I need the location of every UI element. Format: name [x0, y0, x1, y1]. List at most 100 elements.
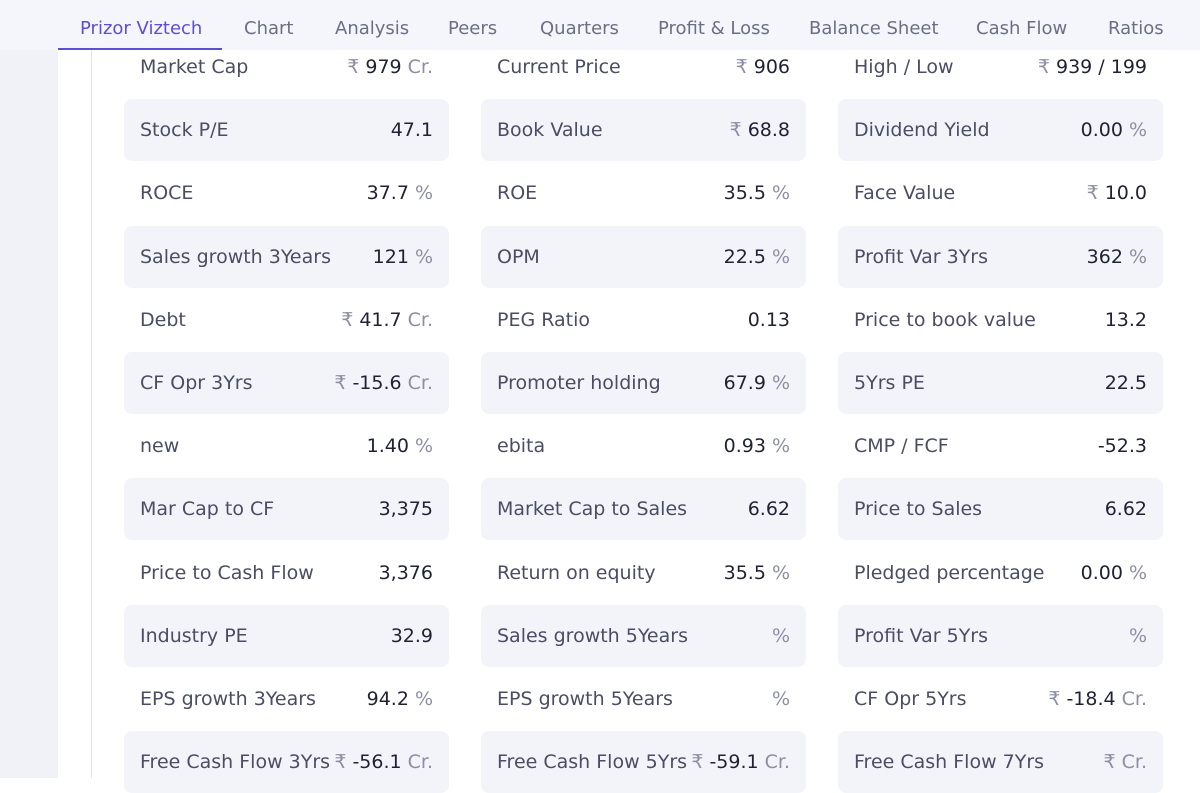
currency-symbol: ₹ — [341, 309, 354, 331]
tab-analysis[interactable]: Analysis — [335, 18, 410, 39]
ratio-unit: % — [1128, 119, 1147, 141]
ratio-number: -56.1 — [352, 751, 402, 773]
ratio-value: 94.2% — [367, 668, 433, 730]
ratio-unit: Cr. — [407, 56, 433, 78]
tab-balance-sheet[interactable]: Balance Sheet — [809, 18, 939, 39]
ratio-item: Promoter holding 67.9% — [481, 352, 806, 414]
ratio-name: new — [140, 435, 180, 457]
ratio-item: Pledged percentage 0.00% — [838, 542, 1163, 604]
ratio-number: 1.40 — [366, 435, 409, 457]
ratio-value: 67.9% — [724, 352, 790, 414]
currency-symbol: ₹ — [1103, 751, 1116, 773]
currency-symbol: ₹ — [729, 119, 742, 141]
ratio-value: 3,375 — [379, 478, 433, 540]
tab-chart[interactable]: Chart — [244, 18, 294, 39]
ratio-item: EPS growth 5Years% — [481, 668, 806, 730]
ratio-unit: % — [771, 435, 790, 457]
ratio-name: PEG Ratio — [497, 309, 591, 331]
ratio-number: 35.5 — [723, 182, 766, 204]
tab-profit-loss[interactable]: Profit & Loss — [658, 18, 770, 39]
ratio-name: CF Opr 3Yrs — [140, 372, 253, 394]
left-rail — [0, 0, 58, 778]
currency-symbol: ₹ — [735, 56, 748, 78]
tab-company[interactable]: Prizor Viztech — [80, 18, 203, 39]
ratio-name: CF Opr 5Yrs — [854, 688, 967, 710]
ratio-value: 121% — [373, 226, 433, 288]
ratio-item: OPM 22.5% — [481, 226, 806, 288]
ratio-name: Book Value — [497, 119, 603, 141]
ratio-value: % — [1129, 605, 1147, 667]
ratio-unit: % — [771, 562, 790, 584]
ratio-value: -52.3 — [1098, 415, 1147, 477]
ratio-name: Price to Cash Flow — [140, 562, 314, 584]
ratio-unit: Cr. — [407, 372, 433, 394]
ratio-name: Current Price — [497, 56, 621, 78]
ratio-item: Free Cash Flow 5Yrs ₹ -59.1 Cr. — [481, 731, 806, 793]
ratio-number: 6.62 — [747, 498, 790, 520]
ratio-item: Price to Cash Flow 3,376 — [124, 542, 449, 604]
currency-symbol: ₹ — [691, 751, 704, 773]
ratio-unit: % — [771, 246, 790, 268]
ratio-name: Stock P/E — [140, 119, 229, 141]
tab-quarters[interactable]: Quarters — [540, 18, 619, 39]
ratio-name: 5Yrs PE — [854, 372, 925, 394]
ratio-value: 35.5% — [724, 162, 790, 224]
ratio-value: 32.9 — [391, 605, 433, 667]
ratio-unit: % — [771, 625, 790, 647]
ratio-value: ₹939 / 199 — [1038, 36, 1147, 98]
ratio-item: Profit Var 3Yrs 362% — [838, 226, 1163, 288]
ratio-number: 13.2 — [1104, 309, 1147, 331]
ratio-unit: Cr. — [407, 751, 433, 773]
ratio-value: ₹68.8 — [730, 99, 790, 161]
ratio-name: EPS growth 3Years — [140, 688, 316, 710]
ratio-value: 3,376 — [379, 542, 433, 604]
ratio-item: Profit Var 5Yrs% — [838, 605, 1163, 667]
ratio-number: 939 / 199 — [1055, 56, 1147, 78]
ratio-name: High / Low — [854, 56, 954, 78]
ratio-item: Debt ₹41.7 Cr. — [124, 289, 449, 351]
currency-symbol: ₹ — [334, 372, 347, 394]
ratio-number: -18.4 — [1066, 688, 1116, 710]
ratio-value: 22.5 — [1105, 352, 1147, 414]
ratio-name: EPS growth 5Years — [497, 688, 673, 710]
ratio-value: 6.62 — [1105, 478, 1147, 540]
tab-ratios[interactable]: Ratios — [1108, 18, 1164, 39]
ratio-name: ebita — [497, 435, 546, 457]
ratio-value: ₹ Cr. — [1104, 731, 1147, 793]
ratio-item: Free Cash Flow 7Yrs ₹ Cr. — [838, 731, 1163, 793]
ratio-name: Market Cap to Sales — [497, 498, 688, 520]
ratio-number: 906 — [753, 56, 790, 78]
ratio-item: new 1.40% — [124, 415, 449, 477]
ratio-name: Price to Sales — [854, 498, 983, 520]
ratio-unit: % — [1128, 625, 1147, 647]
ratio-unit: % — [414, 182, 433, 204]
ratio-name: Return on equity — [497, 562, 656, 584]
ratio-item: 5Yrs PE 22.5 — [838, 352, 1163, 414]
ratio-unit: % — [414, 688, 433, 710]
currency-symbol: ₹ — [1048, 688, 1061, 710]
ratio-number: 3,375 — [378, 498, 433, 520]
tab-peers[interactable]: Peers — [448, 18, 498, 39]
ratio-number: 0.00 — [1080, 562, 1123, 584]
ratio-number: 362 — [1086, 246, 1123, 268]
ratio-name: ROE — [497, 182, 538, 204]
ratio-number: 32.9 — [390, 625, 433, 647]
ratio-number: 6.62 — [1104, 498, 1147, 520]
ratio-value: % — [772, 605, 790, 667]
ratio-name: Price to book value — [854, 309, 1036, 331]
ratio-number: -59.1 — [709, 751, 759, 773]
ratio-item: Sales growth 3Years 121% — [124, 226, 449, 288]
ratio-item: Industry PE 32.9 — [124, 605, 449, 667]
ratio-number: -15.6 — [352, 372, 402, 394]
ratio-item: Return on equity 35.5% — [481, 542, 806, 604]
tab-cash-flow[interactable]: Cash Flow — [976, 18, 1068, 39]
ratio-value: ₹ -15.6 Cr. — [334, 352, 433, 414]
ratio-number: 94.2 — [366, 688, 409, 710]
ratio-name: Sales growth 3Years — [140, 246, 331, 268]
ratio-item: Mar Cap to CF 3,375 — [124, 478, 449, 540]
ratio-unit: % — [1128, 246, 1147, 268]
ratio-number: -52.3 — [1097, 435, 1147, 457]
ratio-number: 0.13 — [747, 309, 790, 331]
ratio-number: 979 — [365, 56, 402, 78]
